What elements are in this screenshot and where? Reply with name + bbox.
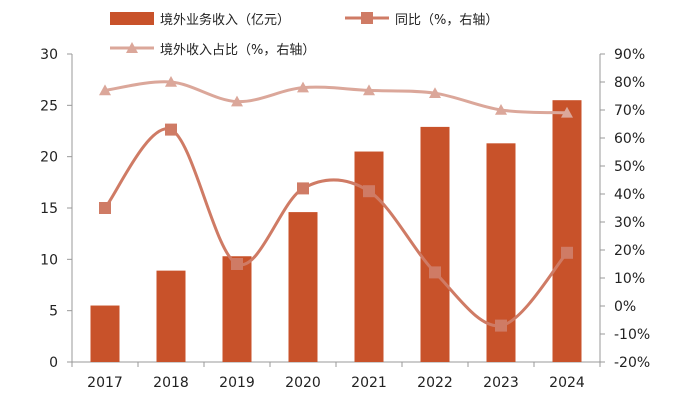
share-line (104, 80, 568, 115)
line-series (99, 76, 573, 332)
legend: 境外业务收入（亿元） 同比（%，右轴） 境外收入占比（%，右轴） (110, 12, 498, 58)
right-tick-label: 80% (614, 75, 645, 91)
legend-yoy-label: 同比（%，右轴） (395, 13, 498, 28)
x-tick-label: 2018 (153, 375, 189, 391)
share-point (363, 84, 375, 96)
right-tick-label: 30% (614, 215, 645, 231)
legend-bar-swatch (110, 12, 154, 25)
yoy-point (297, 182, 309, 195)
right-tick-label: 40% (614, 187, 645, 203)
left-tick-label: 25 (40, 98, 58, 114)
right-tick-label: 50% (614, 159, 645, 175)
legend-yoy-marker (361, 12, 373, 24)
share-point (99, 84, 111, 96)
x-tick-label: 2023 (483, 375, 519, 391)
share-point (495, 104, 507, 115)
bar (552, 100, 582, 362)
share-point (231, 95, 243, 107)
axes (67, 53, 605, 367)
right-tick-label: -20% (614, 355, 650, 371)
bar-series (90, 100, 582, 362)
yoy-point (429, 266, 441, 279)
legend-share-marker (126, 42, 138, 53)
yoy-point (495, 319, 507, 332)
x-tick-label: 2021 (351, 375, 387, 391)
legend-share-label: 境外收入占比（%，右轴） (160, 43, 315, 58)
left-tick-label: 0 (49, 355, 58, 371)
x-tick-label: 2019 (219, 375, 255, 391)
yoy-point (561, 246, 573, 259)
bar (222, 256, 252, 362)
right-tick-label: 0% (614, 299, 636, 315)
right-tick-label: 70% (614, 103, 645, 119)
right-tick-label: 60% (614, 131, 645, 147)
share-point (297, 81, 309, 93)
right-tick-label: 90% (614, 47, 645, 63)
left-tick-label: 30 (40, 47, 58, 63)
legend-bar-label: 境外业务收入（亿元） (160, 12, 290, 28)
x-tick-label: 2024 (549, 375, 585, 391)
yoy-point (363, 185, 375, 198)
right-tick-label: 20% (614, 243, 645, 259)
left-tick-label: 15 (40, 201, 58, 217)
x-tick-label: 2020 (285, 375, 321, 391)
share-point (561, 106, 573, 118)
x-tick-label: 2017 (87, 375, 123, 391)
bar (420, 126, 450, 362)
left-tick-label: 10 (40, 252, 58, 268)
right-tick-label: 10% (614, 271, 645, 287)
yoy-point (231, 258, 243, 270)
x-tick-label: 2022 (417, 375, 453, 391)
yoy-point (165, 123, 177, 136)
bar (156, 270, 186, 362)
tick-labels: 0 5 10 15 20 25 30 -20% -10% 0% 10% 20% 30% 40% 50% 60%… (40, 47, 650, 391)
right-tick-label: -10% (614, 327, 650, 343)
left-tick-label: 20 (40, 150, 58, 166)
share-point (165, 76, 177, 87)
yoy-point (99, 202, 111, 214)
left-tick-label: 5 (49, 304, 58, 320)
share-point (429, 87, 441, 98)
bar (288, 212, 318, 362)
bar (354, 151, 384, 362)
bar (90, 305, 120, 362)
